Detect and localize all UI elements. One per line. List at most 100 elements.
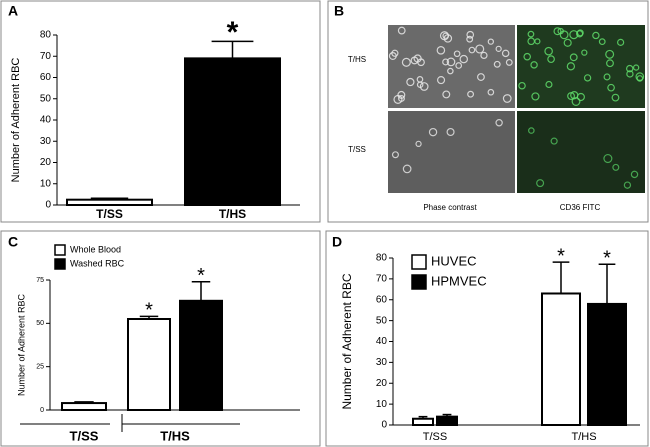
panel-letter: D xyxy=(332,234,342,250)
cell xyxy=(545,80,553,89)
y-axis-label: Number of Adherent RBC xyxy=(340,273,354,409)
y-tick-label: 20 xyxy=(40,157,52,168)
panel-frame xyxy=(325,230,649,447)
cell xyxy=(636,75,644,82)
legend-swatch xyxy=(54,244,66,256)
cell xyxy=(569,53,578,62)
y-tick-label: 40 xyxy=(40,115,52,126)
cell xyxy=(536,179,545,188)
cell xyxy=(505,58,513,66)
cell xyxy=(493,60,501,68)
y-tick-label: 20 xyxy=(376,378,388,389)
cell xyxy=(530,61,538,69)
cell xyxy=(632,64,640,71)
panel-letter: C xyxy=(8,234,18,250)
column-label: Phase contrast xyxy=(423,203,477,212)
cell xyxy=(442,58,450,66)
y-tick-label: 60 xyxy=(376,294,388,305)
bar xyxy=(541,292,581,426)
cell xyxy=(415,140,422,148)
y-tick-label: 10 xyxy=(376,399,388,410)
cell xyxy=(391,151,399,159)
panel-frame xyxy=(0,230,321,447)
cell xyxy=(466,30,475,39)
cell xyxy=(625,64,634,73)
legend-swatch xyxy=(411,274,427,290)
cell xyxy=(468,46,476,54)
y-tick-label: 75 xyxy=(36,277,44,284)
legend-label: Whole Blood xyxy=(70,244,121,254)
bar xyxy=(66,198,153,206)
cell xyxy=(592,31,600,40)
cell xyxy=(550,137,558,145)
x-tick-label: T/SS xyxy=(423,431,447,443)
y-tick-label: 50 xyxy=(40,93,52,104)
cell xyxy=(442,90,451,99)
cell xyxy=(528,127,535,134)
cell xyxy=(467,90,475,98)
bar xyxy=(184,57,281,206)
cell xyxy=(612,163,620,171)
panel-frame xyxy=(0,0,321,223)
y-tick-label: 10 xyxy=(40,178,52,189)
legend-label: HUVEC xyxy=(431,253,477,268)
bar xyxy=(412,417,434,426)
panel-frame xyxy=(327,0,649,223)
cell xyxy=(477,73,485,81)
cell xyxy=(583,74,592,82)
cell xyxy=(607,83,615,92)
cell xyxy=(393,94,403,104)
significance-marker: * xyxy=(603,248,611,270)
cell xyxy=(569,30,579,40)
y-tick-label: 0 xyxy=(381,420,387,431)
cell xyxy=(518,81,526,90)
bar xyxy=(127,318,171,411)
x-tick-label: T/HS xyxy=(571,431,596,443)
y-tick-label: 70 xyxy=(376,274,388,285)
cell xyxy=(436,76,446,85)
bar xyxy=(61,402,107,412)
cell xyxy=(598,38,606,46)
cell xyxy=(603,153,613,164)
cell xyxy=(487,38,494,45)
y-tick-label: 70 xyxy=(40,51,52,62)
y-tick-label: 0 xyxy=(45,200,51,211)
y-tick-label: 50 xyxy=(36,320,44,327)
significance-marker: * xyxy=(197,265,205,287)
cell xyxy=(495,119,503,127)
y-axis-label: Number of Adherent RBC xyxy=(16,293,26,396)
cell xyxy=(605,49,615,59)
panel-letter: B xyxy=(334,3,344,19)
y-tick-label: 80 xyxy=(40,30,52,41)
cell xyxy=(527,30,535,38)
bar xyxy=(179,299,223,411)
legend-swatch xyxy=(411,254,427,270)
cell xyxy=(487,88,495,96)
legend-label: Washed RBC xyxy=(70,258,125,268)
cell xyxy=(446,57,456,67)
y-tick-label: 0 xyxy=(40,407,44,414)
micrograph xyxy=(388,111,515,193)
cell xyxy=(553,27,562,36)
bar xyxy=(436,415,458,426)
row-label: T/SS xyxy=(348,145,366,154)
column-label: CD36 FITC xyxy=(560,203,601,212)
cell xyxy=(559,30,569,40)
cell xyxy=(563,38,572,47)
cell xyxy=(571,97,581,106)
cell xyxy=(480,51,488,60)
cell xyxy=(567,92,576,101)
y-tick-label: 50 xyxy=(376,315,388,326)
cell xyxy=(413,54,422,63)
cell xyxy=(398,95,405,102)
legend-swatch xyxy=(54,258,66,270)
cell xyxy=(566,62,576,71)
cell xyxy=(544,46,553,56)
cell xyxy=(455,62,463,69)
cell xyxy=(575,30,584,38)
cell xyxy=(397,26,406,35)
significance-marker: * xyxy=(557,245,565,267)
cell xyxy=(603,73,611,81)
cell xyxy=(466,35,474,43)
